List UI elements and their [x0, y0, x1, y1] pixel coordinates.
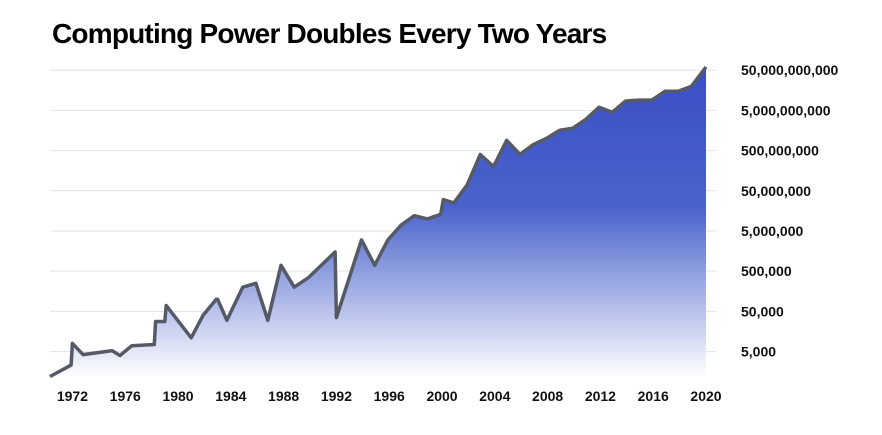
y-tick-label: 50,000,000,000: [741, 62, 839, 78]
x-tick-label: 2020: [690, 388, 721, 404]
x-tick-label: 2008: [532, 388, 563, 404]
x-tick-label: 2012: [585, 388, 616, 404]
x-tick-label: 1980: [162, 388, 193, 404]
y-tick-label: 5,000: [741, 344, 776, 360]
x-tick-label: 1992: [321, 388, 352, 404]
x-tick-label: 1976: [110, 388, 141, 404]
series-line: [49, 65, 708, 379]
area-fill: [50, 67, 706, 378]
y-tick-label: 500,000,000: [741, 143, 819, 159]
x-axis: 1972 1976 1980 1984 1988 1992 1996 2000 2004 2008…: [57, 388, 722, 404]
x-tick-label: 1972: [57, 388, 88, 404]
x-tick-label: 1984: [215, 388, 246, 404]
y-tick-label: 50,000,000: [741, 183, 811, 199]
y-tick-label: 500,000: [741, 263, 792, 279]
x-tick-label: 2000: [426, 388, 457, 404]
y-tick-label: 5,000,000: [741, 223, 803, 239]
y-tick-label: 5,000,000,000: [741, 102, 831, 118]
chart-title: Computing Power Doubles Every Two Years: [52, 18, 607, 49]
y-tick-label: 50,000: [741, 303, 784, 319]
x-tick-label: 2004: [479, 388, 510, 404]
x-tick-label: 2016: [638, 388, 669, 404]
x-tick-label: 1988: [268, 388, 299, 404]
x-tick-label: 1996: [374, 388, 405, 404]
y-axis: 5,000 50,000 500,000 5,000,000 50,000,000 500…: [741, 62, 839, 359]
